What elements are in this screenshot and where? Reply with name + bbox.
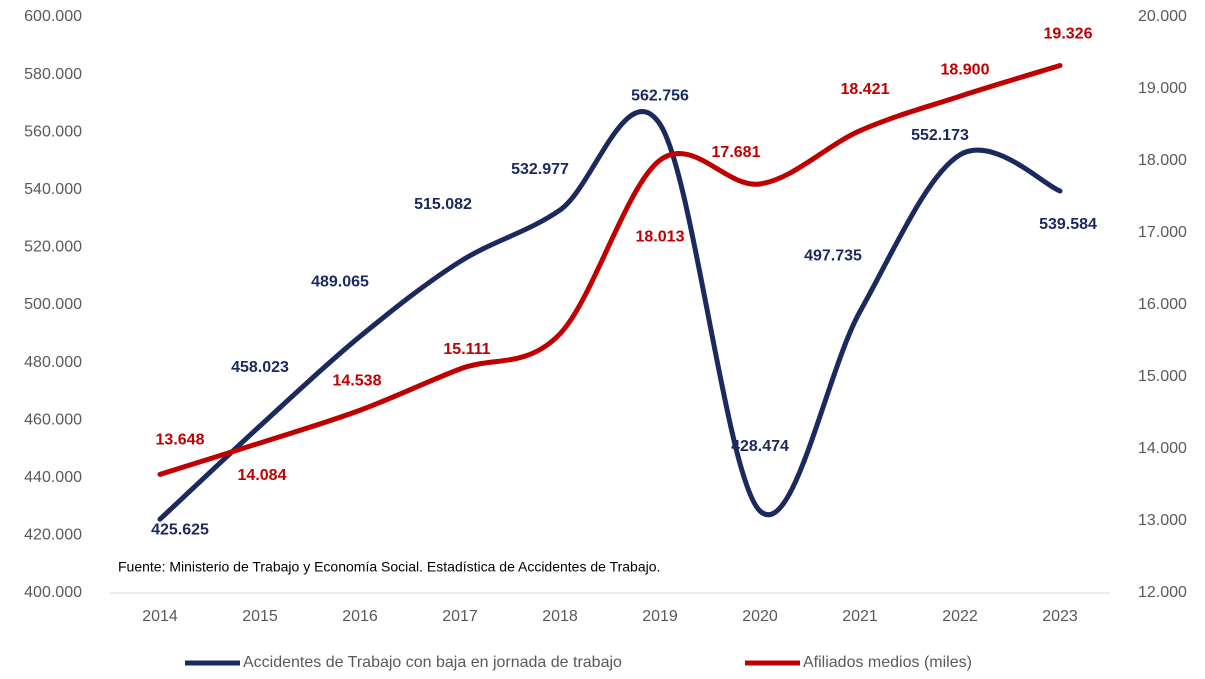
data-label: 18.013 [636,228,685,245]
x-tick-label: 2017 [442,608,478,625]
y2-tick-label: 13.000 [1138,512,1187,529]
y-tick-label: 420.000 [24,527,82,544]
x-tick-label: 2015 [242,608,278,625]
y2-tick-label: 12.000 [1138,584,1187,601]
x-tick-label: 2016 [342,608,378,625]
y-tick-label: 500.000 [24,296,82,313]
y-tick-label: 400.000 [24,584,82,601]
y2-tick-label: 14.000 [1138,440,1187,457]
data-label: 532.977 [511,161,569,178]
data-label: 18.421 [841,81,890,98]
legend-label: Accidentes de Trabajo con baja en jornad… [243,654,622,671]
y2-tick-label: 17.000 [1138,224,1187,241]
data-label: 539.584 [1039,216,1097,233]
y-tick-label: 580.000 [24,66,82,83]
legend-label: Afiliados medios (miles) [803,654,972,671]
x-tick-label: 2023 [1042,608,1078,625]
data-label: 13.648 [156,432,205,449]
series-line [157,63,1063,477]
data-label: 14.538 [333,372,382,389]
y2-tick-label: 16.000 [1138,296,1187,313]
data-label: 15.111 [443,341,490,358]
y-tick-label: 540.000 [24,181,82,198]
data-label: 489.065 [311,274,369,291]
y-tick-label: 480.000 [24,354,82,371]
data-label: 497.735 [804,248,862,265]
data-label: 458.023 [231,359,289,376]
x-tick-label: 2021 [842,608,878,625]
data-label: 428.474 [731,438,789,455]
data-label: 19.326 [1044,26,1093,43]
data-label: 515.082 [414,196,472,213]
y-tick-label: 440.000 [24,469,82,486]
y2-tick-label: 18.000 [1138,152,1187,169]
data-label: 552.173 [911,127,969,144]
data-label: 18.900 [941,61,990,78]
data-label: 425.625 [151,521,209,538]
y-tick-label: 520.000 [24,239,82,256]
y-tick-label: 560.000 [24,123,82,140]
data-label: 562.756 [631,87,689,104]
y2-tick-label: 20.000 [1138,8,1187,25]
y-tick-label: 460.000 [24,411,82,428]
x-tick-label: 2019 [642,608,678,625]
y2-tick-label: 15.000 [1138,368,1187,385]
y-tick-label: 600.000 [24,8,82,25]
y2-tick-label: 19.000 [1138,80,1187,97]
data-label: 14.084 [238,467,287,484]
x-tick-label: 2022 [942,608,978,625]
data-label: 17.681 [712,144,761,161]
x-tick-label: 2014 [142,608,178,625]
series-line [157,109,1063,522]
x-tick-label: 2020 [742,608,778,625]
source-note: Fuente: Ministerio de Trabajo y Economía… [118,559,660,575]
x-tick-label: 2018 [542,608,578,625]
